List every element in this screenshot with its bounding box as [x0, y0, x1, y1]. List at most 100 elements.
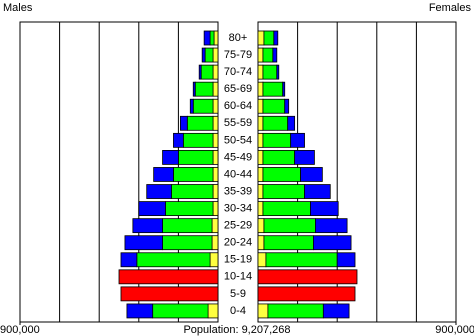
male-bar: [212, 201, 219, 216]
female-bar: [262, 98, 286, 114]
female-bar: [267, 303, 324, 319]
male-bar: [173, 167, 214, 182]
male-bar: [136, 252, 211, 268]
age-label: 55-59: [224, 117, 252, 129]
female-bar: [257, 201, 264, 216]
male-bar: [162, 150, 179, 165]
female-bar: [263, 235, 314, 251]
female-bar: [257, 132, 264, 148]
female-bar: [262, 81, 284, 97]
male-bar: [212, 132, 219, 148]
female-bar: [284, 98, 290, 114]
male-bar: [132, 218, 163, 234]
female-bar: [257, 303, 269, 319]
male-bar: [209, 30, 215, 46]
female-bar: [263, 218, 316, 234]
female-bar: [290, 132, 305, 148]
female-bar: [310, 201, 339, 216]
male-bar: [120, 252, 138, 268]
male-bar: [212, 81, 219, 97]
female-bar: [313, 235, 352, 251]
male-bar: [213, 30, 219, 46]
female-bar: [262, 201, 311, 216]
female-bar: [262, 184, 305, 199]
right-label: Females: [429, 2, 472, 14]
age-label: 50-54: [224, 134, 252, 146]
female-bar: [257, 218, 265, 234]
female-bar: [322, 303, 350, 319]
x-tick-label: 900,000: [0, 324, 40, 336]
female-bar: [272, 47, 278, 63]
male-bar: [146, 184, 172, 199]
male-bar: [126, 303, 154, 319]
male-bar: [200, 64, 214, 80]
female-bar: [257, 64, 264, 80]
male-bar: [212, 150, 219, 165]
male-bar: [124, 235, 163, 251]
male-bar: [212, 98, 219, 114]
male-bar: [120, 286, 219, 302]
female-bar: [273, 30, 279, 46]
female-bar: [315, 218, 348, 234]
female-bar: [265, 252, 338, 268]
female-bar: [257, 269, 358, 285]
male-bar: [173, 132, 184, 148]
female-bar: [257, 98, 264, 114]
female-bar: [257, 150, 264, 165]
male-bar: [177, 150, 214, 165]
female-bar: [257, 47, 264, 63]
age-label: 20-24: [224, 237, 252, 249]
male-bar: [212, 167, 219, 182]
female-bar: [257, 30, 265, 46]
female-bar: [287, 115, 296, 131]
age-label: 60-64: [224, 100, 252, 112]
male-bar: [211, 218, 219, 234]
footer: Population: 9,207,268: [183, 324, 290, 336]
male-bar: [189, 98, 194, 114]
age-label: 0-4: [230, 305, 246, 317]
female-bar: [257, 167, 264, 182]
female-bar: [294, 150, 315, 165]
male-bar: [212, 64, 219, 80]
male-bar: [171, 184, 214, 199]
male-bar: [179, 115, 188, 131]
female-bar: [262, 115, 289, 131]
male-bar: [201, 47, 206, 63]
male-bar: [211, 235, 219, 251]
age-label: 25-29: [224, 220, 252, 232]
female-bar: [262, 47, 274, 63]
female-bar: [276, 64, 280, 80]
male-bar: [162, 235, 213, 251]
male-bar: [198, 64, 202, 80]
female-bar: [262, 132, 292, 148]
female-bar: [257, 286, 356, 302]
male-bar: [138, 201, 166, 216]
female-bar: [257, 235, 265, 251]
male-bar: [207, 303, 219, 319]
male-bar: [153, 167, 174, 182]
age-label: 45-49: [224, 151, 252, 163]
male-bar: [209, 252, 219, 268]
female-bar: [257, 184, 264, 199]
age-label: 10-14: [224, 271, 252, 283]
male-bar: [162, 218, 213, 234]
female-bar: [304, 184, 331, 199]
male-bar: [165, 201, 214, 216]
female-bar: [257, 115, 264, 131]
female-bar: [263, 30, 275, 46]
age-label: 5-9: [230, 288, 246, 300]
male-bar: [212, 184, 219, 199]
female-bar: [336, 252, 356, 268]
age-label: 75-79: [224, 49, 252, 61]
age-label: 40-44: [224, 168, 252, 180]
male-bar: [194, 81, 214, 97]
age-label: 30-34: [224, 202, 252, 214]
x-tick-label: 900,000: [435, 324, 474, 336]
male-bar: [212, 47, 219, 63]
male-bar: [186, 115, 214, 131]
male-bar: [152, 303, 209, 319]
female-bar: [257, 81, 264, 97]
female-bar: [262, 167, 301, 182]
age-label: 70-74: [224, 66, 252, 78]
male-bar: [204, 47, 214, 63]
